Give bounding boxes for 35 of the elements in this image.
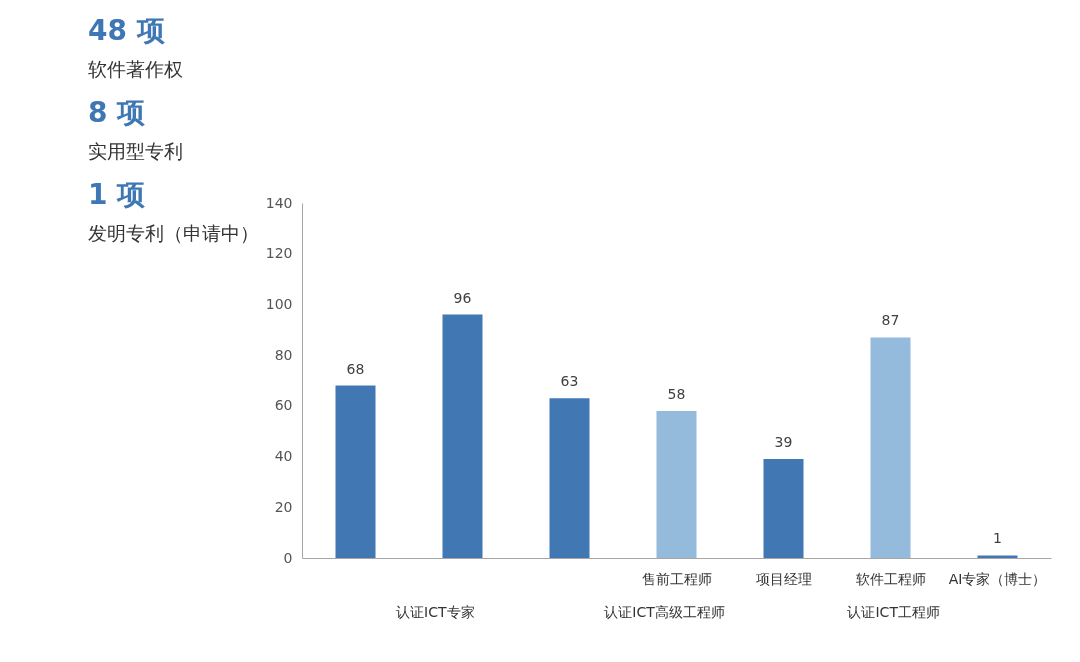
data-label: 87: [881, 312, 900, 329]
data-label: 96: [453, 289, 472, 306]
text: 认证ICT工程师: [847, 604, 940, 620]
y-tick-label: 100: [265, 295, 293, 312]
text: 1 项: [88, 178, 146, 211]
bar: [977, 555, 1018, 558]
y-tick-label: 40: [274, 448, 293, 465]
x-tick-label: AI专家（博士）: [948, 570, 1047, 587]
text: 认证ICT高级工程师: [604, 604, 725, 620]
text: 软件著作权: [88, 58, 183, 80]
bar: [656, 410, 697, 558]
text: 8 项: [88, 96, 146, 129]
y-tick-label: 20: [274, 498, 293, 515]
text: 实用型专利: [88, 140, 183, 162]
y-tick-label: 60: [274, 397, 293, 414]
text: 48 项: [88, 14, 165, 47]
bar: [335, 385, 376, 558]
y-tick-label: 120: [265, 245, 293, 262]
bar: [763, 459, 804, 558]
text: 认证ICT专家: [396, 604, 475, 620]
y-tick-label: 80: [274, 346, 293, 363]
data-label: 68: [346, 360, 365, 377]
x-tick-label: 项目经理: [755, 570, 812, 587]
text: 发明专利（申请中）: [88, 222, 259, 244]
x-tick-label: 售前工程师: [641, 570, 712, 587]
x-tick-label: 软件工程师: [855, 570, 926, 587]
data-label: 39: [774, 434, 793, 451]
bar: [442, 314, 483, 558]
bar: [549, 398, 590, 558]
bar: [870, 337, 911, 558]
y-tick-label: 140: [265, 194, 293, 211]
data-label: 58: [667, 385, 686, 402]
data-label: 63: [560, 373, 579, 390]
data-label: 1: [993, 530, 1002, 547]
y-tick-label: 0: [283, 549, 293, 566]
